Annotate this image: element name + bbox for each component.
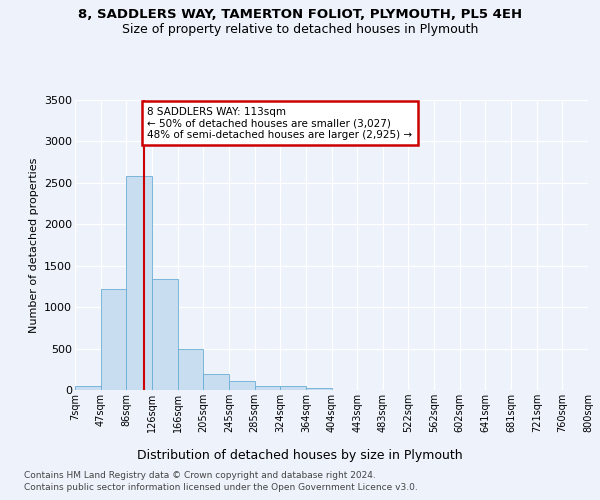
Text: Size of property relative to detached houses in Plymouth: Size of property relative to detached ho… [122,22,478,36]
Bar [229,382,254,390]
Text: 8, SADDLERS WAY, TAMERTON FOLIOT, PLYMOUTH, PL5 4EH: 8, SADDLERS WAY, TAMERTON FOLIOT, PLYMOU… [78,8,522,20]
Bar [127,176,152,390]
Bar [178,348,203,390]
Text: 8 SADDLERS WAY: 113sqm
← 50% of detached houses are smaller (3,027)
48% of semi-: 8 SADDLERS WAY: 113sqm ← 50% of detached… [148,106,413,140]
Y-axis label: Number of detached properties: Number of detached properties [29,158,38,332]
Bar [203,374,229,390]
Bar [254,386,280,390]
Text: Contains HM Land Registry data © Crown copyright and database right 2024.: Contains HM Land Registry data © Crown c… [24,471,376,480]
Bar [280,386,306,390]
Bar [152,279,178,390]
Bar [101,289,127,390]
Text: Contains public sector information licensed under the Open Government Licence v3: Contains public sector information licen… [24,484,418,492]
Bar [75,386,101,390]
Text: Distribution of detached houses by size in Plymouth: Distribution of detached houses by size … [137,448,463,462]
Bar [306,388,331,390]
